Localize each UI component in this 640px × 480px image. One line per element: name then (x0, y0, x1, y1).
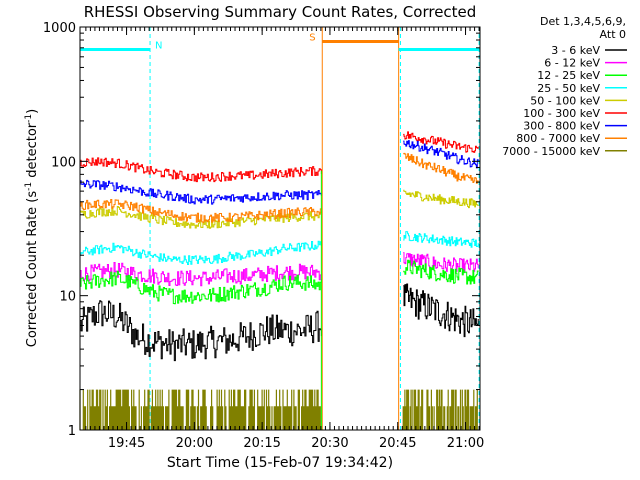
flag-label-0: N (155, 40, 162, 51)
y-axis-label-part1: Corrected Count Rate (s (25, 191, 40, 348)
y-axis-label-part2: detector (25, 122, 40, 182)
x-axis-label: Start Time (15-Feb-07 19:34:42) (167, 455, 393, 471)
plot-frame (79, 26, 481, 431)
y-tick-label-0: 1 (68, 424, 76, 439)
legend-label-4: 50 - 100 keV (530, 94, 600, 107)
series-5-segment-0 (80, 157, 322, 183)
y-axis-label-sup2: -1 (24, 114, 34, 123)
legend-header-line2: Att 0 (600, 28, 626, 41)
chart-title: RHESSI Observing Summary Count Rates, Co… (84, 3, 477, 21)
legend-label-7: 800 - 7000 keV (516, 132, 600, 145)
series-5-segment-1 (403, 131, 479, 153)
series-2-segment-0 (80, 270, 322, 305)
series-8-segment-1 (402, 389, 478, 430)
series-3-segment-0 (80, 240, 322, 265)
series-6-segment-1 (403, 140, 479, 169)
y-tick-label-1: 10 (59, 290, 76, 305)
legend-header-line1: Det 1,3,4,5,6,9, (540, 15, 626, 28)
y-axis-label: Corrected Count Rate (s-1 detector-1) (24, 109, 40, 347)
series-0-segment-0 (80, 300, 322, 362)
legend-label-0: 3 - 6 keV (551, 44, 600, 57)
legend-label-5: 100 - 300 keV (523, 107, 600, 120)
flag-label-1: S (309, 32, 315, 43)
series-7-segment-0 (80, 199, 322, 223)
series-3-segment-1 (403, 231, 479, 248)
legend-label-1: 6 - 12 keV (544, 57, 600, 70)
x-tick-label-0: 19:45 (108, 436, 145, 451)
x-axis: 19:45 20:00 20:15 20:30 20:45 21:00 (85, 27, 484, 451)
series-8-segment-0 (79, 389, 321, 430)
series-6-segment-0 (80, 179, 322, 205)
legend-label-2: 12 - 25 keV (537, 69, 600, 82)
series-4-segment-1 (403, 189, 479, 209)
x-tick-label-1: 20:00 (176, 436, 213, 451)
series-1-segment-1 (403, 252, 479, 275)
y-axis-label-sup1: -1 (24, 182, 34, 191)
series-7-segment-1 (403, 152, 479, 184)
x-tick-label-3: 20:30 (311, 436, 348, 451)
legend-label-6: 300 - 800 keV (523, 120, 600, 133)
y-axis-label-part3: ) (25, 109, 40, 114)
series-0-segment-1 (403, 283, 479, 338)
legend-label-8: 7000 - 15000 keV (502, 145, 600, 158)
legend-label-3: 25 - 50 keV (537, 82, 600, 95)
y-axis: 1 10 100 1000 (43, 21, 480, 439)
x-tick-label-4: 20:45 (379, 436, 416, 451)
series-1-segment-0 (80, 262, 322, 287)
x-tick-label-2: 20:15 (243, 436, 280, 451)
series-2-segment-1 (403, 259, 479, 285)
y-tick-label-3: 1000 (43, 21, 76, 36)
plot-area: NS (79, 27, 480, 430)
x-tick-label-5: 21:00 (447, 436, 484, 451)
y-tick-label-2: 100 (51, 155, 76, 170)
